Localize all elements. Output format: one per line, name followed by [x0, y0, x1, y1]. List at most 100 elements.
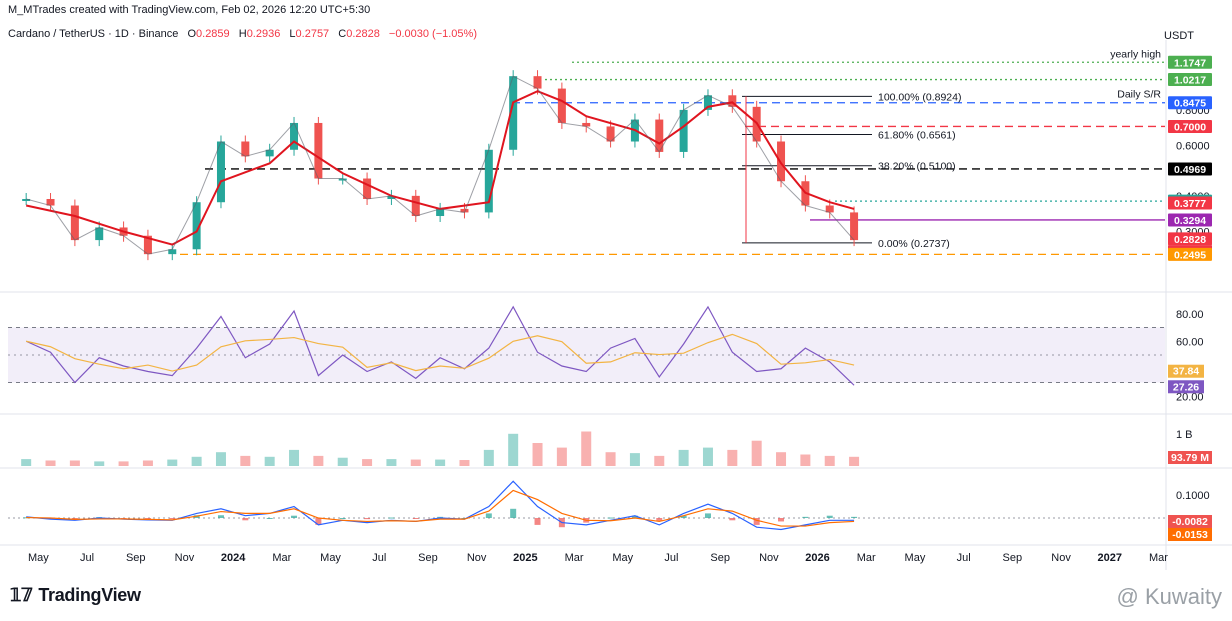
candle-body — [436, 208, 445, 217]
volume-bar — [215, 452, 226, 466]
macd-histogram-bar — [315, 518, 322, 525]
brand-text: TradingView — [38, 585, 141, 605]
change-value: −0.0030 (−1.05%) — [388, 28, 477, 40]
level-tag — [1168, 213, 1212, 227]
candle-body — [338, 178, 347, 181]
time-axis-label: Sep — [126, 552, 146, 564]
volume-bar — [727, 449, 738, 466]
candle-body — [143, 235, 152, 255]
candle-body — [192, 202, 201, 250]
candle-body — [777, 141, 786, 182]
volume-bar — [21, 459, 32, 466]
macd-line — [26, 480, 855, 531]
candle-body — [703, 95, 712, 110]
volume-bar — [556, 447, 567, 466]
time-axis-label: Jul — [664, 552, 678, 564]
volume-bar — [751, 440, 762, 466]
volume-bar — [654, 455, 665, 466]
volume-bar — [678, 449, 689, 466]
rsi-line — [25, 305, 855, 386]
fib-label: 38.20% (0.5100) — [878, 161, 956, 173]
rsi-tag — [1168, 380, 1204, 394]
level-note: Daily S/R — [1117, 89, 1161, 101]
macd-histogram-bar — [266, 518, 273, 519]
volume-bar — [508, 433, 519, 466]
macd-signal-tag — [1168, 528, 1212, 541]
volume-tick-label: 1 B — [1176, 429, 1193, 441]
volume-bar — [629, 453, 640, 466]
macd-histogram-bar — [388, 517, 395, 519]
macd-histogram-bar — [71, 518, 78, 519]
level-tag-label: 0.4969 — [1174, 164, 1206, 176]
time-axis-label: Jul — [957, 552, 971, 564]
level-tag-label: 0.8475 — [1174, 98, 1206, 110]
open-label: O — [187, 28, 197, 40]
macd-histogram-bar — [364, 518, 371, 520]
volume-bar — [69, 460, 80, 466]
macd-histogram-bar — [485, 513, 492, 518]
price-tick-label: 0.6000 — [1176, 141, 1210, 153]
rsi-tag-label: 27.26 — [1173, 381, 1199, 393]
time-axis-label: May — [905, 552, 926, 564]
macd-histogram-bar — [339, 518, 346, 519]
volume-bar — [849, 456, 860, 466]
candle-body — [363, 178, 372, 199]
candle-body — [850, 212, 859, 241]
volume-bar — [435, 459, 446, 466]
volume-bar — [605, 452, 616, 466]
level-tag-label: 0.2828 — [1174, 234, 1206, 246]
time-axis-label: Jul — [372, 552, 386, 564]
macd-tag-label: -0.0082 — [1172, 516, 1208, 528]
volume-bar — [240, 455, 251, 466]
candle-body — [728, 95, 737, 107]
candle-body — [557, 88, 566, 123]
symbol-name[interactable]: Cardano / TetherUS · 1D · Binance — [8, 28, 179, 40]
macd-histogram-bar — [656, 518, 663, 522]
volume-bar — [191, 456, 202, 466]
macd-histogram-bar — [242, 518, 249, 521]
candle-body — [95, 227, 104, 241]
candle-body — [314, 122, 323, 179]
candle-body — [387, 195, 396, 199]
chart-attribution: M_MTrades created with TradingView.com, … — [8, 4, 371, 16]
volume-bar — [459, 460, 470, 466]
price-line — [26, 75, 855, 255]
time-axis-label: Nov — [1051, 552, 1071, 564]
time-axis-label: 2025 — [513, 552, 537, 564]
volume-bar — [142, 460, 153, 466]
fib-label: 61.80% (0.6561) — [878, 129, 956, 141]
volume-bar — [702, 447, 713, 466]
candle-body — [825, 205, 834, 213]
candle-body — [265, 149, 274, 157]
macd-histogram-bar — [607, 517, 614, 519]
time-axis-label: 2027 — [1098, 552, 1122, 564]
volume-bar — [776, 452, 787, 466]
candle-body — [533, 76, 542, 89]
fib-label: 100.00% (0.8924) — [878, 91, 961, 103]
candle-body — [509, 76, 518, 150]
macd-histogram-bar — [753, 518, 760, 525]
level-tag — [1168, 55, 1212, 69]
rsi-tick-label: 80.00 — [1176, 309, 1204, 321]
candle-body — [582, 122, 591, 127]
level-tag-label: 0.3777 — [1174, 198, 1206, 210]
volume-bar — [118, 461, 129, 466]
candle-body — [655, 119, 664, 152]
macd-histogram-bar — [704, 513, 711, 518]
time-axis-label: Nov — [175, 552, 195, 564]
candle-body — [290, 122, 299, 150]
high-value: 0.2936 — [246, 28, 281, 40]
candle-body — [22, 198, 31, 201]
candle-body — [46, 198, 55, 206]
level-tag-label: 0.7000 — [1174, 121, 1206, 133]
time-axis-label: Sep — [418, 552, 438, 564]
level-tag — [1168, 96, 1212, 110]
volume-bar — [410, 459, 421, 466]
macd-histogram-bar — [729, 518, 736, 521]
fib-label: 0.00% (0.2737) — [878, 238, 950, 250]
macd-signal-tag-label: -0.0153 — [1172, 529, 1208, 541]
volume-tag-label: 93.79 M — [1171, 452, 1209, 464]
currency-unit[interactable]: USDT — [1164, 30, 1194, 42]
rsi-ma-tag-label: 37.84 — [1173, 366, 1199, 378]
